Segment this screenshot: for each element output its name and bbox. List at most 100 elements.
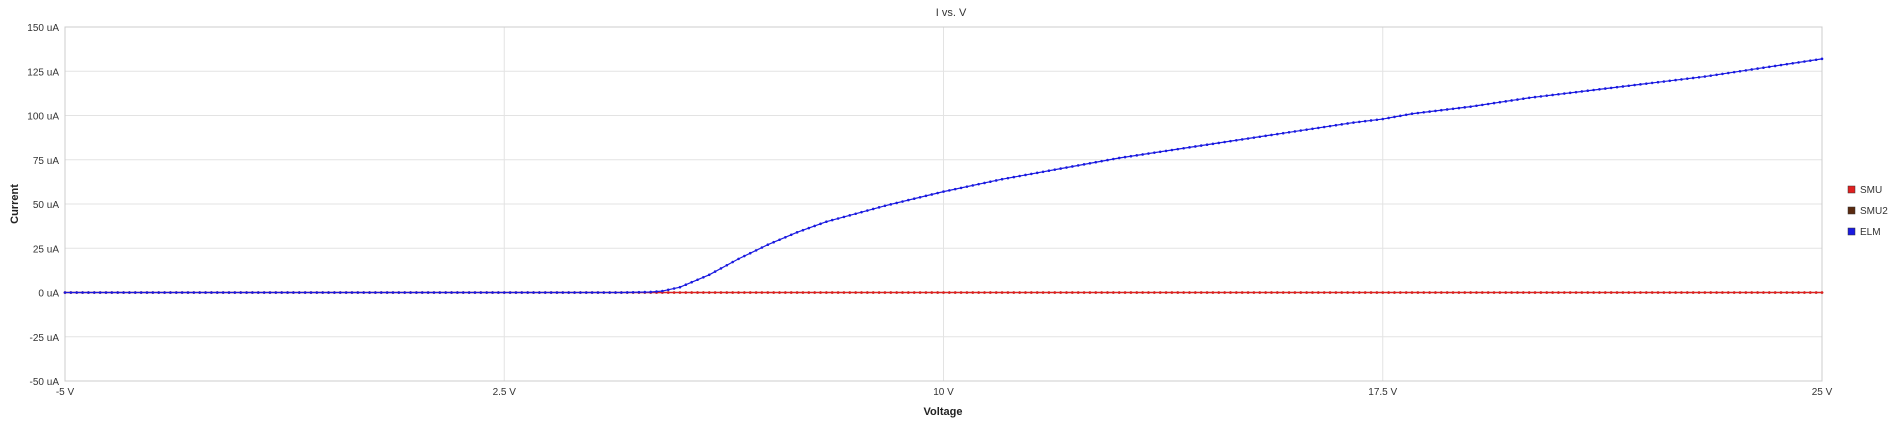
data-point: [1012, 291, 1016, 294]
data-point: [520, 291, 524, 294]
data-point: [1533, 95, 1537, 99]
data-point: [1123, 155, 1127, 159]
data-point: [977, 291, 980, 294]
data-point: [1557, 92, 1560, 96]
data-point: [614, 291, 617, 294]
data-point: [1633, 291, 1636, 294]
data-point: [1621, 85, 1625, 88]
data-point: [813, 291, 816, 294]
data-point: [1229, 291, 1232, 294]
data-point: [1071, 291, 1074, 294]
data-point: [918, 195, 922, 199]
data-point: [333, 291, 336, 294]
data-point: [1135, 154, 1139, 157]
data-point: [491, 291, 494, 294]
data-point: [286, 291, 289, 294]
data-point: [953, 291, 957, 294]
data-point: [1469, 291, 1472, 294]
data-point: [1164, 149, 1168, 153]
data-point: [1744, 69, 1748, 72]
data-point: [1674, 78, 1677, 82]
data-point: [1428, 291, 1431, 294]
data-point: [1668, 291, 1672, 294]
data-point: [292, 291, 295, 294]
data-point: [1135, 291, 1139, 294]
data-point: [1293, 291, 1297, 294]
data-point: [801, 291, 805, 294]
data-point: [1627, 84, 1631, 88]
data-point: [918, 291, 922, 294]
data-point: [901, 200, 904, 203]
data-point: [303, 291, 307, 294]
data-point: [983, 181, 986, 185]
data-point: [965, 185, 969, 188]
data-point: [1358, 120, 1361, 124]
data-point: [871, 207, 875, 211]
data-point: [63, 291, 67, 294]
data-point: [1065, 291, 1068, 294]
data-point: [696, 291, 699, 294]
data-point: [1217, 141, 1221, 145]
data-point: [1340, 291, 1344, 294]
data-point: [344, 291, 348, 294]
data-point: [713, 291, 717, 294]
data-point: [133, 291, 137, 294]
data-point: [971, 184, 975, 187]
data-point: [315, 291, 319, 294]
data-point: [204, 291, 207, 294]
data-point: [977, 182, 980, 186]
data-point: [819, 291, 822, 294]
data-point: [830, 218, 834, 222]
data-point: [702, 291, 705, 294]
data-point: [1176, 147, 1180, 151]
data-point: [1387, 291, 1390, 294]
data-point: [1317, 126, 1320, 130]
data-point: [415, 291, 418, 294]
data-point: [1808, 59, 1812, 62]
data-point: [1457, 291, 1461, 294]
data-point: [420, 291, 424, 294]
data-point: [678, 285, 682, 289]
data-point: [877, 291, 881, 294]
data-point: [1639, 83, 1642, 86]
data-point: [1568, 91, 1572, 95]
data-point: [1334, 291, 1338, 294]
data-point: [672, 291, 676, 294]
data-point: [1018, 174, 1021, 178]
data-point: [1035, 291, 1039, 294]
data-point: [397, 291, 401, 294]
data-point: [1656, 291, 1660, 294]
data-point: [385, 291, 389, 294]
data-point: [1586, 291, 1590, 294]
data-point: [883, 204, 887, 208]
data-point: [649, 290, 652, 294]
data-point: [936, 291, 939, 294]
data-point: [672, 287, 676, 290]
data-point: [924, 291, 928, 294]
y-tick-label: -50 uA: [30, 377, 60, 388]
data-point: [1574, 90, 1578, 94]
data-point: [666, 291, 670, 294]
data-point: [1211, 142, 1215, 146]
data-point: [1580, 90, 1584, 93]
data-point: [760, 291, 764, 294]
data-point: [743, 291, 746, 294]
data-point: [450, 291, 453, 294]
data-point: [696, 278, 699, 282]
y-tick-label: 25 uA: [33, 244, 59, 255]
data-point: [1756, 291, 1759, 294]
data-point: [1504, 100, 1508, 103]
data-point: [1808, 291, 1812, 294]
y-tick-label: 125 uA: [27, 67, 59, 78]
data-point: [1691, 76, 1695, 80]
y-tick-label: 100 uA: [27, 112, 59, 123]
legend-label: SMU: [1860, 185, 1882, 196]
data-point: [1416, 111, 1420, 115]
data-point: [221, 291, 225, 294]
data-point: [1498, 291, 1502, 294]
data-point: [1767, 65, 1771, 69]
data-point: [1668, 79, 1672, 83]
data-point: [1451, 291, 1455, 294]
data-point: [707, 291, 711, 294]
data-point: [772, 291, 775, 294]
